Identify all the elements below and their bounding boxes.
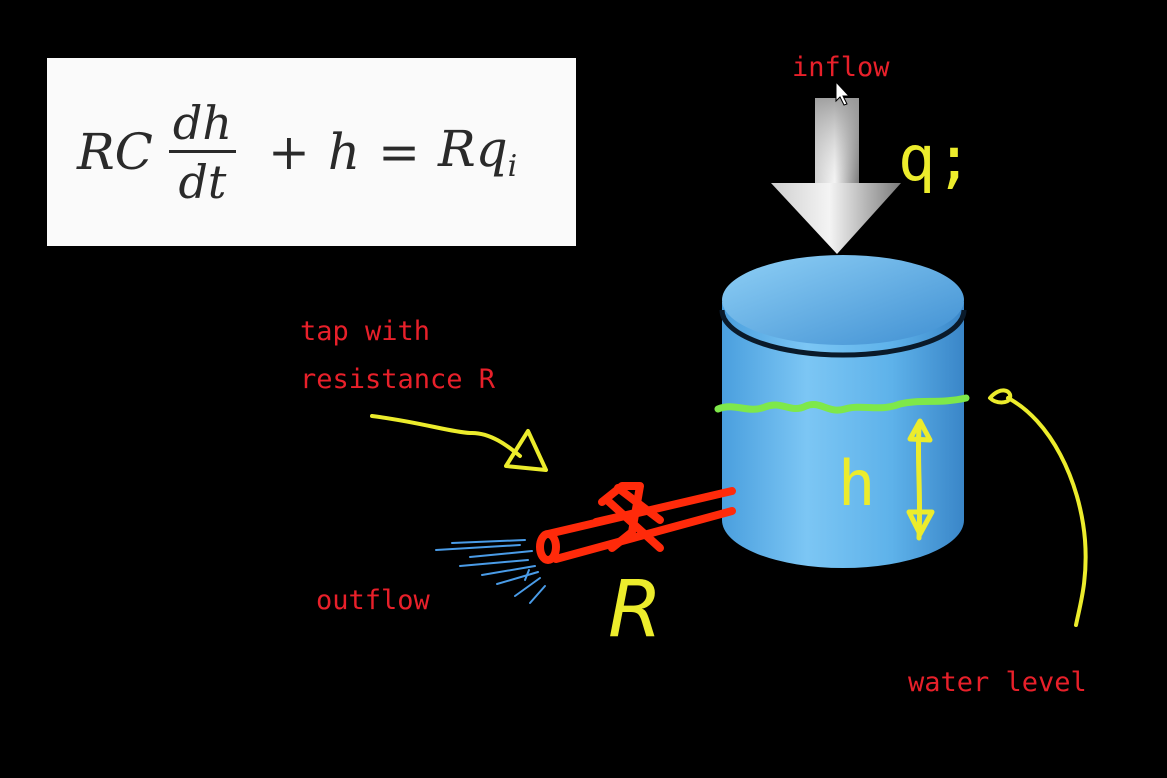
handwritten-R: R — [608, 565, 662, 655]
tank-body — [722, 302, 964, 568]
outflow-label: outflow — [316, 585, 430, 616]
eq-fraction-bar — [168, 149, 236, 153]
tap-label-line1: tap with — [300, 316, 431, 347]
inflow-arrow — [771, 98, 901, 254]
eq-h: h — [327, 123, 361, 181]
eq-denominator: dt — [178, 154, 227, 209]
tank-top — [722, 255, 964, 345]
eq-plus: + — [267, 123, 310, 181]
eq-derivative-fraction: dh dt — [168, 95, 236, 209]
eq-rc: RC — [77, 123, 153, 181]
water-level-line — [714, 394, 970, 414]
inflow-label: inflow — [792, 52, 890, 83]
tap-label-line2: resistance R — [300, 364, 496, 395]
height-double-arrow — [906, 418, 935, 541]
differential-equation: RC dh dt + h = Rqi — [77, 82, 517, 222]
tap-pointer-arrow — [370, 414, 548, 472]
eq-rhs: Rqi — [438, 120, 517, 184]
water-tank — [719, 255, 967, 568]
outflow-tap — [536, 482, 736, 564]
eq-equals: = — [378, 123, 420, 181]
handwritten-qi: q; — [898, 122, 973, 195]
eq-rhs-subscript: i — [507, 149, 518, 184]
tank-rim — [719, 309, 967, 358]
outflow-spray — [435, 539, 546, 604]
handwritten-h: h — [838, 447, 875, 520]
eq-rq: Rq — [438, 120, 508, 178]
mouse-cursor-icon — [835, 80, 851, 106]
water-level-label: water level — [908, 667, 1087, 698]
eq-numerator: dh — [172, 95, 232, 150]
water-level-pointer — [988, 388, 1088, 627]
equation-box: RC dh dt + h = Rqi — [47, 58, 576, 246]
